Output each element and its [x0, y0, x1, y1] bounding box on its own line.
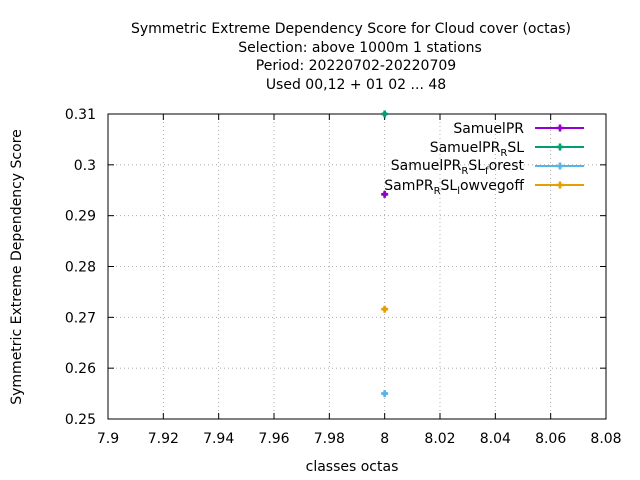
title-line-3: Period: 20220702-20220709 — [256, 58, 456, 74]
y-tick-label: 0.27 — [65, 310, 96, 326]
data-points — [381, 110, 389, 398]
x-tick-label: 8.02 — [424, 431, 455, 447]
grid — [108, 114, 606, 419]
point-dot-samuelpr-rsl — [382, 111, 388, 117]
point-dot-samuelpr-rsl-forest — [382, 391, 388, 396]
plot-frame — [107, 113, 607, 420]
legend-marker-samuelpr-rsl — [556, 143, 564, 151]
legend: SamuelPR SamuelPRRSL SamuelPRRSLforest S… — [384, 121, 584, 197]
x-axis: 7.9 7.92 7.94 7.96 7.98 8 8.02 8.04 8.06 8.08 — [97, 114, 622, 447]
legend-label-samuelpr: SamuelPR — [453, 121, 524, 137]
y-tick-label: 0.3 — [74, 158, 96, 174]
point-dot-samuelpr — [382, 191, 388, 197]
x-tick-label: 7.98 — [314, 431, 345, 447]
x-tick-label: 7.96 — [258, 431, 289, 447]
x-tick-label: 7.9 — [97, 431, 119, 447]
legend-entry-samuelpr: SamuelPR — [453, 121, 584, 137]
title-line-4: Used 00,12 + 01 02 ... 48 — [266, 77, 446, 93]
chart-title: Symmetric Extreme Dependency Score for C… — [131, 21, 571, 93]
x-tick-label: 8 — [380, 431, 389, 447]
title-line-1: Symmetric Extreme Dependency Score for C… — [131, 21, 571, 37]
y-tick-label: 0.25 — [65, 412, 96, 428]
legend-label-samuelpr-rsl: SamuelPRRSL — [430, 140, 524, 159]
x-tick-label: 7.92 — [148, 431, 179, 447]
legend-entry-samuelpr-rsl: SamuelPRRSL — [430, 140, 584, 159]
legend-marker-samuelpr — [556, 124, 564, 132]
legend-entry-samuelpr-rsl-forest: SamuelPRRSLforest — [391, 158, 584, 177]
x-tick-label: 7.94 — [203, 431, 234, 447]
y-tick-label: 0.28 — [65, 260, 96, 276]
x-tick-label: 8.06 — [535, 431, 566, 447]
y-axis-label: Symmetric Extreme Dependency Score — [9, 129, 25, 405]
x-tick-label: 8.08 — [590, 431, 621, 447]
legend-label-samuelpr-rsl-forest: SamuelPRRSLforest — [391, 158, 525, 177]
legend-label-sampr-rsl-lowvegoff: SamPRRSLlowvegoff — [384, 178, 524, 197]
legend-entry-sampr-rsl-lowvegoff: SamPRRSLlowvegoff — [384, 178, 584, 197]
point-dot-sampr-rsl-lowvegoff — [382, 306, 388, 312]
y-axis: 0.25 0.26 0.27 0.28 0.29 0.3 0.31 — [65, 107, 606, 428]
y-tick-label: 0.29 — [65, 209, 96, 225]
legend-marker-sampr-rsl-lowvegoff — [556, 181, 564, 189]
x-tick-label: 8.04 — [480, 431, 511, 447]
title-line-2: Selection: above 1000m 1 stations — [238, 40, 482, 56]
y-tick-label: 0.26 — [65, 361, 96, 377]
x-axis-label: classes octas — [306, 459, 399, 475]
y-tick-label: 0.31 — [65, 107, 96, 123]
legend-marker-samuelpr-rsl-forest — [556, 162, 564, 170]
